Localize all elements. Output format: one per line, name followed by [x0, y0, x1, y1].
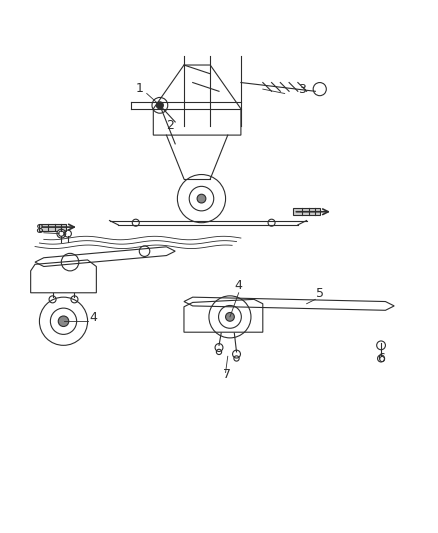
Circle shape: [226, 312, 234, 321]
Text: 7: 7: [223, 368, 231, 381]
Text: 2: 2: [166, 118, 174, 132]
FancyBboxPatch shape: [39, 224, 66, 231]
Text: 5: 5: [316, 287, 324, 300]
Circle shape: [197, 194, 206, 203]
Text: 3: 3: [298, 83, 306, 95]
Circle shape: [57, 229, 66, 238]
Circle shape: [58, 316, 69, 327]
Text: 4: 4: [90, 311, 98, 324]
Text: 6: 6: [378, 352, 385, 365]
Circle shape: [156, 102, 163, 109]
Text: 8: 8: [35, 223, 43, 236]
Text: 4: 4: [234, 279, 242, 292]
FancyBboxPatch shape: [293, 208, 320, 215]
Text: 1: 1: [136, 82, 144, 95]
